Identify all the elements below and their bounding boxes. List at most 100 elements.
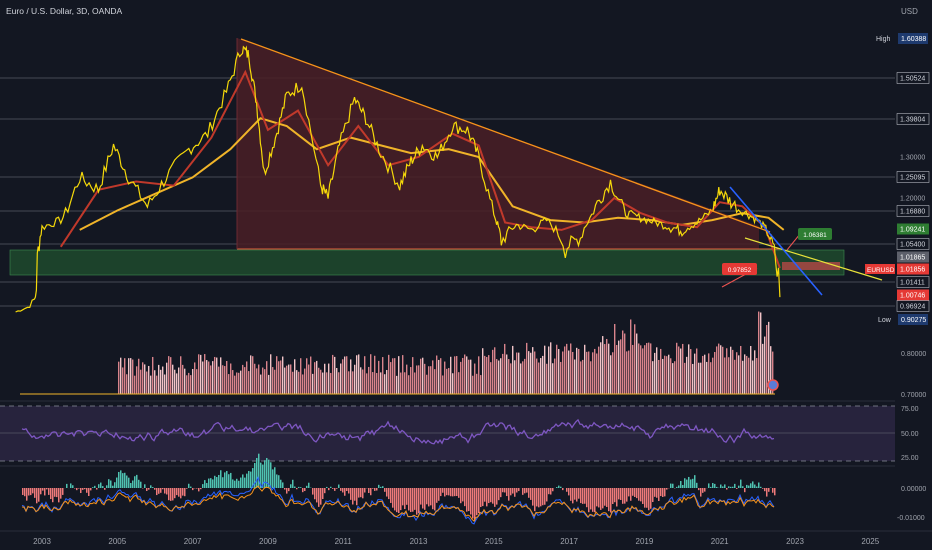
- volume-bar: [190, 375, 192, 394]
- rsi-tick-25: 25.00: [901, 455, 919, 462]
- volume-bar: [742, 360, 744, 394]
- volume-bar: [562, 351, 564, 394]
- macd-bar: [460, 488, 462, 504]
- volume-bar: [350, 359, 352, 394]
- macd-bar: [362, 488, 364, 499]
- macd-bar: [646, 488, 648, 508]
- macd-bar: [286, 488, 288, 494]
- macd-bar: [368, 488, 370, 493]
- price-level-label: 0.96924: [900, 304, 925, 311]
- volume-bar: [128, 358, 130, 394]
- macd-bar: [560, 486, 562, 488]
- volume-bar: [656, 347, 658, 394]
- volume-bar: [162, 366, 164, 394]
- volume-bar: [492, 349, 494, 394]
- volume-bar: [706, 361, 708, 394]
- volume-bar: [186, 375, 188, 394]
- macd-bar: [538, 488, 540, 508]
- volume-bar: [154, 370, 156, 394]
- macd-bar: [318, 488, 320, 507]
- volume-bar: [422, 357, 424, 394]
- volume-bar: [298, 371, 300, 394]
- macd-bar: [746, 484, 748, 488]
- macd-bar: [604, 488, 606, 506]
- volume-bar: [352, 371, 354, 394]
- low-callout-box[interactable]: [722, 263, 757, 275]
- price-axis[interactable]: 1.50524 1.39804 1.30000 1.25095 1.20000 1.168…: [896, 72, 930, 312]
- macd-bar: [90, 488, 92, 491]
- macd-bar: [114, 482, 116, 488]
- macd-bar: [450, 488, 452, 497]
- price-level-box: [897, 289, 929, 301]
- macd-bar: [482, 488, 484, 507]
- volume-bar: [438, 359, 440, 394]
- volume-bar: [276, 356, 278, 394]
- macd-bar: [516, 488, 518, 493]
- volume-bar: [754, 350, 756, 394]
- macd-bar: [494, 488, 496, 507]
- volume-bar: [344, 356, 346, 394]
- macd-bar: [452, 488, 454, 497]
- x-tick-label: 2023: [786, 537, 804, 546]
- macd-bar: [686, 479, 688, 488]
- event-marker-icon[interactable]: [767, 379, 779, 391]
- volume-bar: [588, 351, 590, 394]
- volume-bar: [670, 358, 672, 394]
- macd-bar: [618, 488, 620, 500]
- volume-bar: [674, 361, 676, 394]
- macd-bar: [726, 488, 728, 490]
- macd-bar: [464, 488, 466, 507]
- macd-bar: [254, 462, 256, 488]
- volume-bar: [330, 372, 332, 394]
- macd-bar: [678, 485, 680, 488]
- volume-bar: [204, 354, 206, 394]
- macd-bar: [404, 488, 406, 510]
- macd-bar: [580, 488, 582, 504]
- volume-bar: [230, 363, 232, 394]
- volume-bar: [482, 348, 484, 394]
- macd-bar: [256, 457, 258, 488]
- volume-bar: [610, 355, 612, 394]
- volume-bar: [130, 358, 132, 394]
- macd-bar: [292, 479, 294, 488]
- volume-bar: [398, 356, 400, 394]
- volume-bar: [642, 348, 644, 394]
- volume-bar: [616, 344, 618, 394]
- volume-bar: [120, 357, 122, 394]
- macd-bar: [422, 488, 424, 509]
- macd-bar: [590, 488, 592, 510]
- macd-bar: [448, 488, 450, 496]
- macd-bar: [608, 488, 610, 512]
- volume-bar: [554, 358, 556, 394]
- macd-bar: [148, 488, 150, 490]
- price-level-label: 1.30000: [900, 155, 925, 162]
- time-axis[interactable]: 2003 2005 2007 2009 2011 2013 2015 2017 2019 2021…: [33, 537, 880, 546]
- volume-bar: [304, 368, 306, 394]
- macd-bar: [212, 479, 214, 488]
- volume-bar: [672, 363, 674, 394]
- macd-bar: [758, 482, 760, 488]
- macd-bar: [712, 483, 714, 488]
- high-label: High: [876, 36, 891, 43]
- volume-bar: [228, 374, 230, 394]
- volume-bar: [486, 356, 488, 394]
- volume-bar: [698, 362, 700, 394]
- symbol-title[interactable]: Euro / U.S. Dollar, 3D, OANDA: [6, 6, 123, 16]
- volume-bar: [306, 358, 308, 394]
- macd-bar: [344, 488, 346, 496]
- target-callout-box[interactable]: [798, 228, 832, 240]
- macd-bar: [730, 486, 732, 488]
- macd-bar: [692, 478, 694, 488]
- macd-bar: [196, 488, 198, 489]
- macd-bar: [108, 479, 110, 488]
- volume-bar: [226, 360, 228, 394]
- volume-bar: [408, 375, 410, 394]
- price-level-label: 1.09241: [900, 227, 925, 234]
- macd-bar: [274, 467, 276, 488]
- volume-bar: [510, 363, 512, 394]
- volume-bar: [530, 352, 532, 394]
- volume-bar: [242, 364, 244, 394]
- volume-bar: [170, 357, 172, 394]
- price-level-label: 1.16880: [900, 209, 925, 216]
